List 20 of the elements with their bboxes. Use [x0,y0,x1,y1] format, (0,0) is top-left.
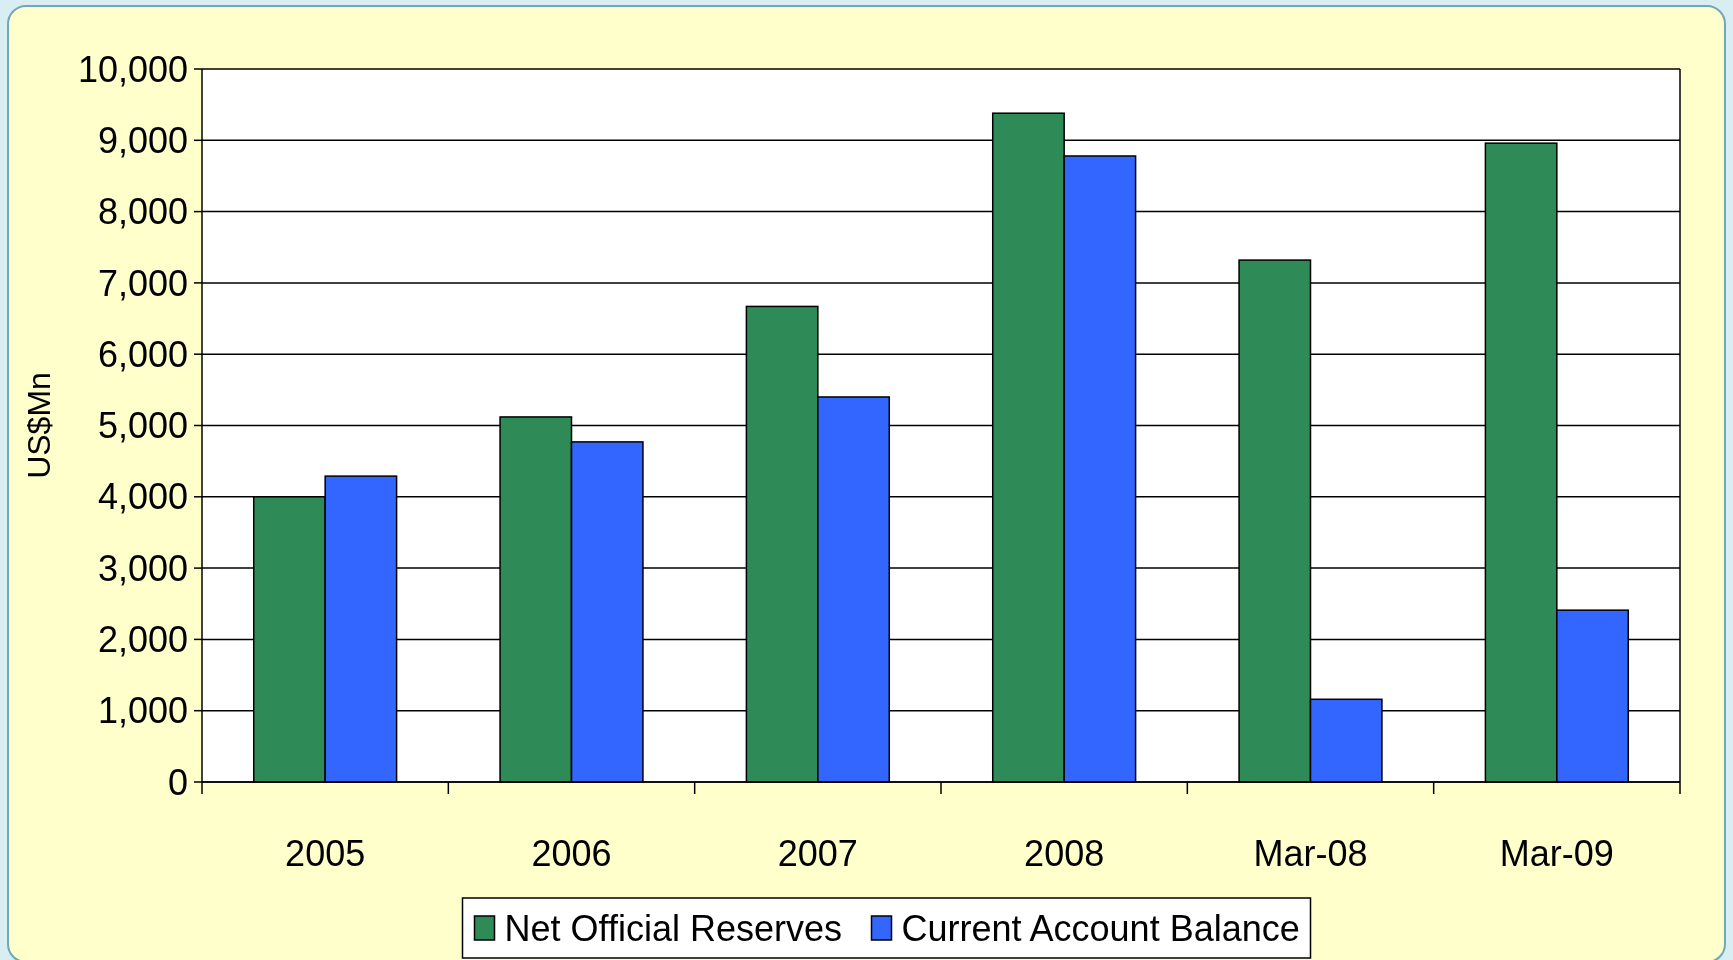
y-tick-label: 1,000 [97,690,188,732]
y-axis-title: US$Mn [21,372,57,479]
y-tick-label: 4,000 [97,476,188,518]
y-tick-label: 8,000 [97,191,188,233]
y-tick-label: 3,000 [97,547,188,589]
y-tick-label: 9,000 [97,119,188,161]
x-tick-label: Mar-09 [1499,833,1614,874]
x-tick-label: 2007 [777,833,858,874]
y-tick-label: 10,000 [77,48,188,90]
legend-label: Current Account Balance [901,907,1300,949]
x-tick-label: Mar-08 [1253,833,1368,874]
x-tick-label: 2008 [1024,833,1105,874]
y-tick-label: 5,000 [97,405,188,447]
y-tick-label: 6,000 [97,333,188,375]
x-tick-label: 2005 [285,833,366,874]
x-tick-label: 2006 [531,833,612,874]
y-tick-label: 0 [167,761,188,803]
legend-label: Net Official Reserves [504,907,842,949]
y-tick-label: 2,000 [97,619,188,660]
y-tick-label: 7,000 [97,262,188,304]
